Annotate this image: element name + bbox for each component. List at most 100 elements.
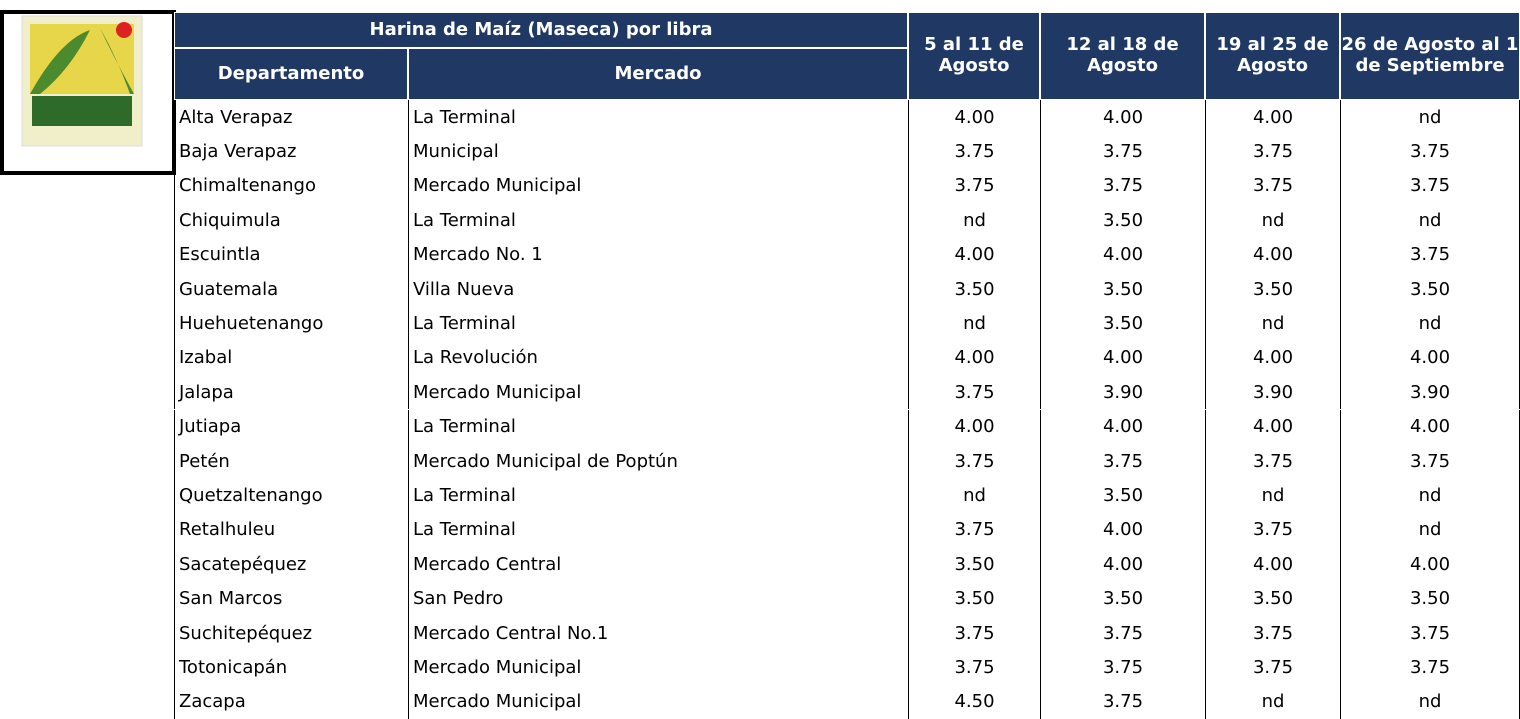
price-cell: nd: [1205, 203, 1340, 237]
price-cell: 3.50: [1205, 581, 1340, 615]
department-cell: Totonicapán: [174, 650, 408, 684]
price-cell: 3.75: [1040, 444, 1205, 478]
price-cell: nd: [1205, 306, 1340, 340]
price-cell: 4.00: [1205, 547, 1340, 581]
price-cell: 3.75: [1205, 616, 1340, 650]
market-cell: San Pedro: [408, 581, 908, 615]
price-cell: 3.75: [908, 650, 1040, 684]
price-cell: 4.50: [908, 685, 1040, 719]
price-cell: 3.50: [908, 547, 1040, 581]
price-cell: 4.00: [1040, 410, 1205, 444]
market-cell: Villa Nueva: [408, 272, 908, 306]
market-cell: Mercado Municipal: [408, 169, 908, 203]
price-cell: 3.75: [1205, 134, 1340, 168]
price-cell: 4.00: [1040, 341, 1205, 375]
price-cell: 4.00: [1340, 341, 1520, 375]
market-cell: Mercado Municipal de Poptún: [408, 444, 908, 478]
price-cell: 3.50: [1040, 272, 1205, 306]
price-cell: 3.75: [1340, 238, 1520, 272]
price-cell: 3.75: [1340, 616, 1520, 650]
price-cell: 3.75: [1040, 616, 1205, 650]
price-cell: 3.90: [1040, 375, 1205, 409]
price-cell: 4.00: [1040, 238, 1205, 272]
price-cell: 3.50: [908, 581, 1040, 615]
price-cell: 4.00: [908, 238, 1040, 272]
department-cell: Jalapa: [174, 375, 408, 409]
price-cell: 3.50: [1040, 581, 1205, 615]
price-cell: 4.00: [1040, 513, 1205, 547]
price-cell: 3.50: [1040, 478, 1205, 512]
price-cell: 3.75: [908, 513, 1040, 547]
price-cell: 4.00: [1040, 547, 1205, 581]
column-header: 12 al 18 de Agosto: [1040, 12, 1205, 100]
price-cell: 3.75: [1040, 650, 1205, 684]
department-cell: Chiquimula: [174, 203, 408, 237]
market-cell: Mercado No. 1: [408, 238, 908, 272]
price-cell: nd: [1205, 685, 1340, 719]
price-cell: 4.00: [908, 341, 1040, 375]
department-cell: Zacapa: [174, 685, 408, 719]
market-cell: La Terminal: [408, 306, 908, 340]
column-header: 26 de Agosto al 1 de Septiembre: [1340, 12, 1520, 100]
price-cell: 3.75: [908, 134, 1040, 168]
market-cell: Mercado Municipal: [408, 685, 908, 719]
department-cell: San Marcos: [174, 581, 408, 615]
price-cell: 3.90: [1340, 375, 1520, 409]
price-cell: 3.75: [908, 375, 1040, 409]
price-cell: 4.00: [908, 410, 1040, 444]
price-cell: 4.00: [1205, 100, 1340, 134]
column-header: 19 al 25 de Agosto: [1205, 12, 1340, 100]
market-cell: Mercado Municipal: [408, 375, 908, 409]
price-cell: 3.75: [1040, 685, 1205, 719]
department-cell: Alta Verapaz: [174, 100, 408, 134]
market-cell: La Terminal: [408, 203, 908, 237]
department-cell: Baja Verapaz: [174, 134, 408, 168]
price-cell: 3.75: [1040, 134, 1205, 168]
market-cell: Mercado Central No.1: [408, 616, 908, 650]
price-cell: 3.75: [908, 616, 1040, 650]
department-cell: Chimaltenango: [174, 169, 408, 203]
price-cell: 3.75: [908, 169, 1040, 203]
page: {"table": { "title": "Harina de Maíz (Ma…: [0, 0, 1520, 719]
price-cell: nd: [1340, 685, 1520, 719]
price-cell: 3.50: [908, 272, 1040, 306]
price-cell: 3.75: [1205, 513, 1340, 547]
department-cell: Escuintla: [174, 238, 408, 272]
price-cell: 4.00: [1340, 410, 1520, 444]
price-cell: 3.75: [1205, 650, 1340, 684]
price-cell: 3.50: [1340, 581, 1520, 615]
department-cell: Suchitepéquez: [174, 616, 408, 650]
price-cell: 3.75: [908, 444, 1040, 478]
product-image: [0, 10, 176, 175]
price-cell: 4.00: [1205, 238, 1340, 272]
price-cell: 3.50: [1040, 306, 1205, 340]
column-header: 5 al 11 de Agosto: [908, 12, 1040, 100]
price-cell: nd: [908, 478, 1040, 512]
price-cell: 3.75: [1205, 169, 1340, 203]
price-cell: nd: [1340, 100, 1520, 134]
price-cell: 4.00: [1040, 100, 1205, 134]
price-cell: 3.75: [1340, 444, 1520, 478]
market-cell: La Terminal: [408, 513, 908, 547]
price-cell: 3.50: [1340, 272, 1520, 306]
department-cell: Sacatepéquez: [174, 547, 408, 581]
price-cell: nd: [908, 203, 1040, 237]
market-cell: La Terminal: [408, 410, 908, 444]
department-cell: Retalhuleu: [174, 513, 408, 547]
department-cell: Huehuetenango: [174, 306, 408, 340]
price-cell: 3.75: [1040, 169, 1205, 203]
department-cell: Izabal: [174, 341, 408, 375]
price-cell: nd: [1205, 478, 1340, 512]
price-cell: nd: [1340, 478, 1520, 512]
market-cell: Mercado Municipal: [408, 650, 908, 684]
price-cell: 3.75: [1340, 169, 1520, 203]
price-cell: 3.75: [1205, 444, 1340, 478]
price-cell: 3.50: [1040, 203, 1205, 237]
price-cell: nd: [1340, 203, 1520, 237]
price-cell: nd: [1340, 513, 1520, 547]
price-cell: nd: [908, 306, 1040, 340]
market-cell: Mercado Central: [408, 547, 908, 581]
column-header: Departamento: [174, 48, 408, 100]
department-cell: Quetzaltenango: [174, 478, 408, 512]
price-cell: 4.00: [1205, 410, 1340, 444]
